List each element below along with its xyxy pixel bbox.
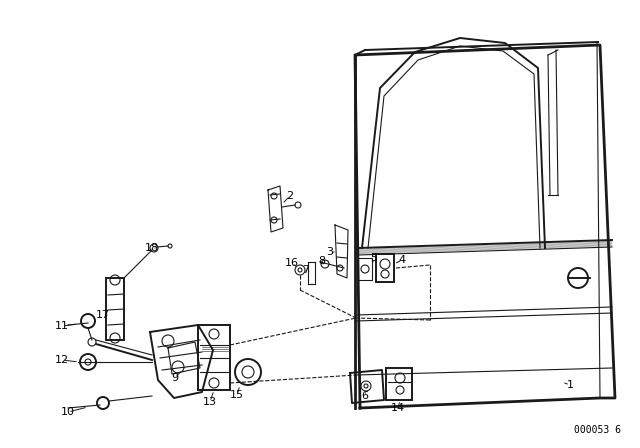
Text: 8: 8 bbox=[319, 256, 326, 266]
Text: 10: 10 bbox=[61, 407, 75, 417]
Text: 4: 4 bbox=[399, 255, 406, 265]
Text: 15: 15 bbox=[230, 390, 244, 400]
Bar bbox=[376, 254, 394, 282]
Text: 9: 9 bbox=[172, 373, 179, 383]
Bar bbox=[386, 368, 412, 400]
Text: 1: 1 bbox=[566, 380, 573, 390]
Text: 7: 7 bbox=[303, 265, 310, 275]
Text: 17: 17 bbox=[96, 310, 110, 320]
Text: 3: 3 bbox=[326, 247, 333, 257]
Bar bbox=[198, 325, 230, 390]
Text: 000053 6: 000053 6 bbox=[575, 425, 621, 435]
Text: 16: 16 bbox=[285, 258, 299, 268]
Bar bbox=[106, 278, 124, 340]
Text: 18: 18 bbox=[145, 243, 159, 253]
Text: 5: 5 bbox=[371, 253, 378, 263]
Text: 2: 2 bbox=[287, 191, 294, 201]
Bar bbox=[358, 258, 372, 280]
Text: 11: 11 bbox=[55, 321, 69, 331]
Text: 12: 12 bbox=[55, 355, 69, 365]
Text: 6: 6 bbox=[362, 391, 369, 401]
Text: 14: 14 bbox=[391, 403, 405, 413]
Text: 13: 13 bbox=[203, 397, 217, 407]
